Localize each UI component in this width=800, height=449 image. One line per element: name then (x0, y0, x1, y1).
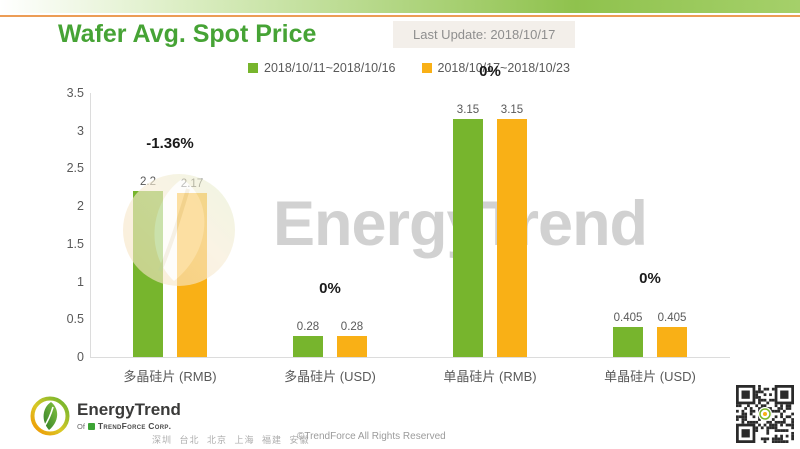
bar-column: 3.15 (497, 104, 527, 357)
logo-of: Of (77, 421, 85, 431)
bar-value-label: 0.28 (340, 320, 364, 333)
category-label: 单晶硅片 (USD) (604, 369, 696, 384)
legend-label: 2018/10/17~2018/10/23 (437, 61, 570, 75)
bar-pair: 3.15 3.15 (453, 104, 527, 357)
y-tick-label: 3.5 (66, 86, 84, 100)
legend-item: 2018/10/11~2018/10/16 (248, 61, 396, 75)
bar (453, 119, 483, 357)
energytrend-leaf-icon (30, 396, 70, 436)
change-label: 0% (639, 270, 661, 288)
legend-item: 2018/10/17~2018/10/23 (421, 61, 570, 75)
bar (497, 119, 527, 357)
legend-swatch-icon (421, 63, 432, 73)
y-tick-label: 0 (77, 350, 84, 364)
bar-column: 2.2 (133, 176, 163, 357)
bar (177, 193, 207, 357)
footer-copyright: ©TrendForce All Rights Reserved (297, 431, 446, 442)
change-label: 0% (319, 279, 341, 297)
bar-column: 0.28 (337, 321, 367, 357)
change-label: -1.36% (146, 135, 194, 153)
bar-pair: 0.405 0.405 (613, 311, 687, 357)
bar-group: 0.28 0.28 0% (250, 93, 410, 357)
logo-name: EnergyTrend (77, 400, 181, 419)
energytrend-logo: EnergyTrend Of TrendForce Corp. (30, 396, 181, 436)
bar-pair: 2.2 2.17 (133, 176, 207, 357)
bar-value-label: 0.405 (613, 311, 643, 324)
y-axis: 3.5 3 2.5 2 1.5 1 0.5 0 (0, 86, 84, 364)
bar-value-label: 0.28 (296, 320, 320, 333)
category-label: 多晶硅片 (USD) (284, 369, 376, 384)
y-tick-label: 1 (77, 274, 84, 289)
change-label: 0% (479, 63, 501, 81)
bar (337, 335, 367, 357)
last-update-badge: Last Update: 2018/10/17 (393, 21, 576, 48)
bar-value-label: 3.15 (456, 104, 480, 117)
bar-column: 3.15 (453, 104, 483, 357)
last-update-text: Last Update: 2018/10/17 (413, 27, 556, 42)
bar-column: 2.17 (177, 178, 207, 357)
y-tick-label: 2 (77, 199, 84, 214)
page-title: Wafer Avg. Spot Price (58, 20, 317, 48)
footer-locations: 深圳 台北 北京 上海 福建 安徽 (152, 435, 310, 445)
bar (657, 326, 687, 357)
bar-column: 0.405 (657, 311, 687, 357)
category-label: 单晶硅片 (RMB) (443, 369, 537, 384)
qr-code (736, 385, 794, 443)
trendforce-mark-icon (87, 422, 95, 430)
bar-pair: 0.28 0.28 (293, 321, 367, 357)
x-axis-line (90, 357, 730, 358)
bar-value-label: 2.17 (180, 178, 204, 191)
top-orange-line (0, 15, 800, 17)
bar-chart: 2.2 2.17 -1.36% 0.28 0.28 0% 3.15 3.15 0% 0.405 0.… (90, 63, 730, 357)
y-tick-label: 2.5 (66, 161, 84, 176)
bar-column: 0.405 (613, 311, 643, 357)
top-green-strip (0, 0, 800, 13)
y-tick-label: 3 (77, 123, 84, 138)
y-axis-line (90, 93, 91, 357)
bar (613, 326, 643, 357)
bar-value-label: 3.15 (500, 104, 524, 117)
category-label: 多晶硅片 (RMB) (123, 369, 217, 384)
legend-label: 2018/10/11~2018/10/16 (264, 61, 396, 75)
bar-column: 0.28 (293, 321, 323, 357)
bar-group: 2.2 2.17 -1.36% (90, 93, 250, 357)
chart-legend: 2018/10/11~2018/10/16 2018/10/17~2018/10/… (248, 61, 570, 75)
logo-subtext: Of TrendForce Corp. (77, 421, 181, 431)
bar-group: 3.15 3.15 0% (410, 63, 570, 357)
y-tick-label: 1.5 (66, 236, 84, 251)
bar-group: 0.405 0.405 0% (570, 93, 730, 357)
x-axis-labels: 多晶硅片 (RMB) 多晶硅片 (USD) 单晶硅片 (RMB) 单晶硅片 (USD) (90, 366, 730, 385)
logo-text-block: EnergyTrend Of TrendForce Corp. (77, 400, 181, 432)
bar-value-label: 0.405 (657, 311, 687, 324)
y-tick-label: 0.5 (66, 312, 84, 327)
bar (133, 191, 163, 357)
bar-value-label: 2.2 (140, 176, 156, 189)
legend-swatch-icon (248, 63, 258, 73)
bar (293, 335, 323, 357)
trendforce-corp-name: TrendForce Corp. (97, 421, 172, 431)
